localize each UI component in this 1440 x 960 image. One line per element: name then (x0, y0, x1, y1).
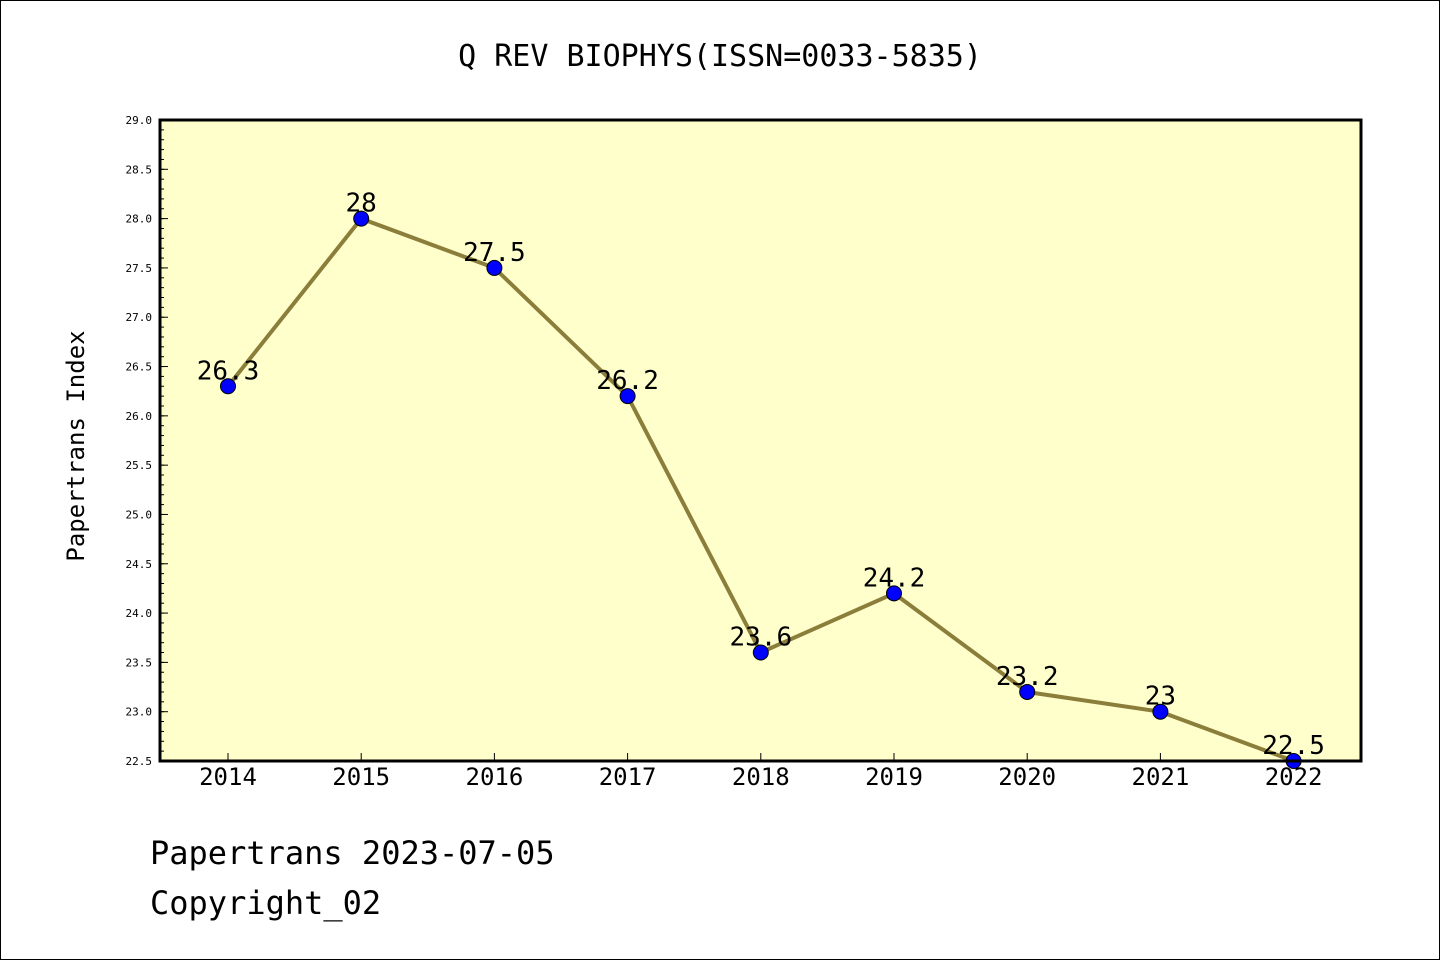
data-label: 28 (346, 189, 377, 219)
data-label: 26.3 (197, 356, 260, 386)
y-tick-label: 24.5 (126, 558, 153, 571)
data-point (1019, 683, 1036, 700)
data-label: 23.6 (729, 623, 792, 653)
x-tick-label: 2020 (998, 763, 1056, 791)
y-tick-label: 27.5 (126, 262, 153, 275)
y-tick-label: 26.0 (126, 410, 153, 423)
data-label: 22.5 (1262, 731, 1325, 761)
data-label: 23 (1145, 682, 1176, 712)
y-tick-label: 28.5 (126, 163, 153, 176)
y-axis-ticks: 22.5 23.0 23.5 24.0 24.5 25.0 25.5 26.0 26.5 27.0… (126, 114, 168, 768)
data-label: 27.5 (463, 238, 526, 268)
plot-border (158, 118, 1363, 763)
data-point (752, 644, 769, 661)
y-tick-label: 26.5 (126, 361, 153, 374)
footer-copyright-text: Copyright_02 (150, 884, 381, 922)
y-tick-label: 28.0 (126, 213, 153, 226)
plot-area (160, 120, 1361, 761)
x-tick-label: 2021 (1132, 763, 1190, 791)
x-tick-label: 2017 (599, 763, 657, 791)
data-labels: 26.3 28 27.5 26.2 23.6 24.2 23.2 23 22.5 (197, 189, 1325, 761)
x-tick-label: 2015 (332, 763, 390, 791)
data-point (1152, 703, 1169, 720)
y-tick-label: 23.0 (126, 706, 153, 719)
data-label: 24.2 (863, 563, 926, 593)
data-label: 23.2 (996, 662, 1059, 692)
y-axis-label: Papertrans Index (62, 330, 90, 561)
x-tick-label: 2016 (466, 763, 524, 791)
data-point (486, 259, 503, 276)
data-label: 26.2 (596, 366, 659, 396)
y-tick-label: 29.0 (126, 114, 153, 127)
x-axis-ticks: 2014 2015 2016 2017 2018 2019 2020 2021 2022 (199, 753, 1322, 791)
chart-title: Q REV BIOPHYS(ISSN=0033-5835) (458, 39, 982, 74)
data-point (886, 585, 902, 602)
data-point (619, 388, 636, 405)
data-point (220, 378, 236, 395)
footer-date-text: Papertrans 2023-07-05 (150, 834, 555, 872)
y-tick-label: 25.0 (126, 508, 153, 521)
x-tick-label: 2014 (199, 763, 257, 791)
y-tick-label: 23.5 (126, 656, 153, 669)
x-tick-label: 2019 (865, 763, 923, 791)
y-tick-label: 25.5 (126, 459, 153, 472)
y-tick-label: 27.0 (126, 311, 153, 324)
data-point (353, 210, 370, 227)
y-tick-label: 24.0 (126, 607, 153, 620)
y-tick-label: 22.5 (126, 755, 153, 768)
x-tick-label: 2018 (732, 763, 790, 791)
